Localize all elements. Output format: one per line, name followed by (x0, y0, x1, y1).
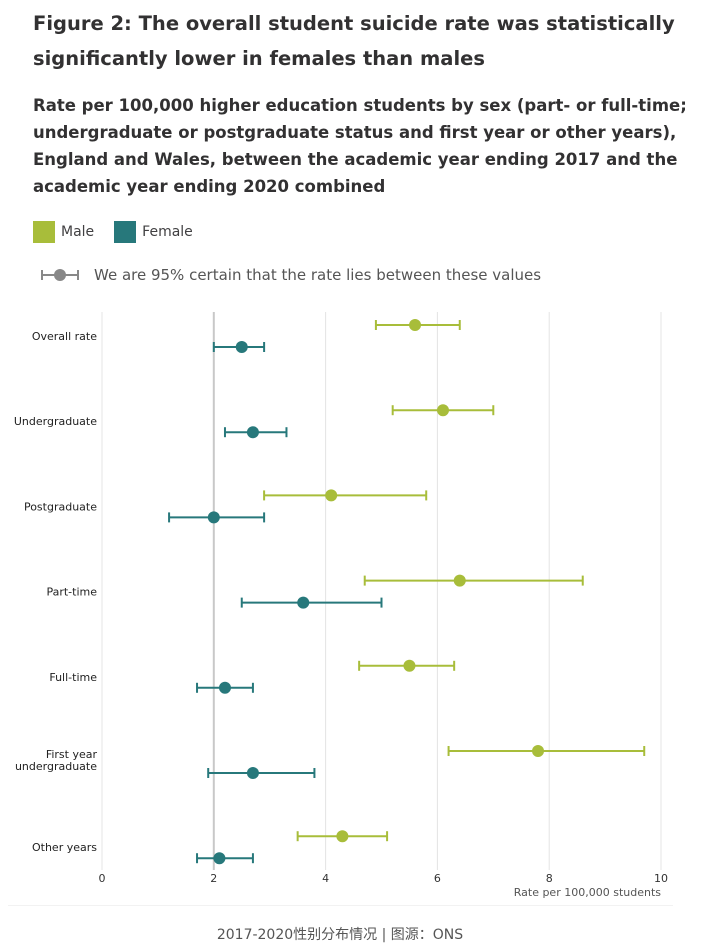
female-point-2 (207, 511, 220, 524)
female-point-1 (246, 426, 259, 439)
category-label-5-line-1: undergraduate (15, 760, 97, 773)
male-point-6 (336, 830, 349, 843)
category-label-6: Other years (32, 841, 97, 854)
chart-title: Figure 2: The overall student suicide ra… (33, 12, 675, 70)
category-label-4: Full-time (49, 671, 97, 684)
male-point-4 (403, 659, 416, 672)
x-tick-label-4: 8 (546, 872, 553, 885)
x-tick-label-2: 4 (322, 872, 329, 885)
x-tick-label-1: 2 (210, 872, 217, 885)
x-axis-label: Rate per 100,000 students (514, 886, 662, 899)
female-point-4 (218, 681, 231, 694)
image-caption: 2017-2020性别分布情况 | 图源：ONS (216, 927, 464, 943)
male-point-5 (532, 745, 545, 757)
female-point-0 (235, 341, 248, 353)
male-point-3 (453, 574, 466, 587)
category-label-5-line-0: First year (46, 748, 98, 761)
category-label-0: Overall rate (32, 330, 97, 343)
ci-legend-icon (41, 269, 79, 281)
legend-male-swatch (33, 221, 55, 243)
category-label-1: Undergraduate (14, 415, 97, 428)
chart-subtitle: Rate per 100,000 higher education studen… (33, 96, 687, 196)
x-tick-label-3: 6 (434, 872, 441, 885)
divider (8, 905, 673, 906)
ci-legend: We are 95% certain that the rate lies be… (40, 262, 541, 288)
legend-female-swatch (114, 221, 137, 243)
x-tick-label-0: 0 (99, 872, 106, 885)
female-point-3 (297, 596, 310, 609)
legend-female-label: Female (142, 224, 193, 240)
legend-male-label: Male (61, 224, 95, 240)
female-point-6 (213, 852, 226, 865)
x-tick-label-5: 10 (654, 872, 668, 885)
legend: Male Female (33, 220, 213, 244)
female-point-5 (246, 767, 259, 779)
ci-legend-text: We are 95% certain that the rate lies be… (94, 266, 542, 284)
category-label-2: Postgraduate (24, 500, 97, 513)
male-point-1 (436, 404, 449, 417)
male-point-2 (325, 489, 338, 502)
male-point-0 (409, 319, 422, 331)
category-label-3: Part-time (46, 586, 97, 599)
